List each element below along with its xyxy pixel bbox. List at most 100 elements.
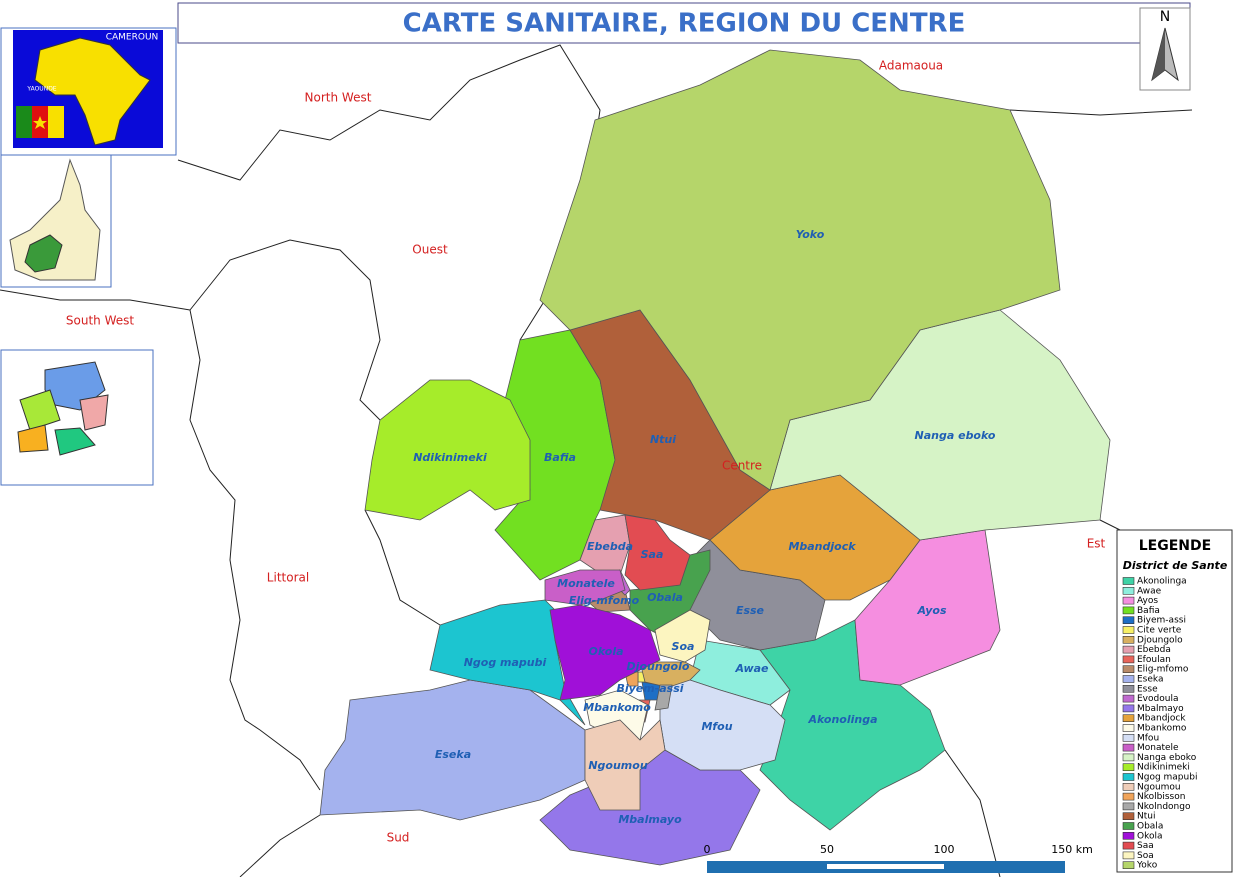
flag-green	[16, 106, 32, 138]
district-label: Okola	[588, 645, 623, 658]
district-label: Soa	[672, 640, 695, 653]
district	[654, 609, 711, 663]
district-label: Yoko	[796, 228, 825, 241]
inset3-sw	[17, 424, 49, 453]
district-label: Ngoumou	[588, 759, 647, 772]
legend-swatch	[1122, 802, 1135, 811]
legend-label: Bafia	[1137, 606, 1160, 616]
legend-swatch	[1122, 743, 1135, 752]
district-label: Djoungolo	[627, 660, 690, 673]
legend-swatch	[1122, 782, 1135, 791]
legend-label: Soa	[1137, 851, 1154, 861]
district	[364, 379, 531, 521]
legend-swatch	[1122, 675, 1135, 683]
region-label: Centre	[722, 459, 762, 473]
inset-capital: YAOUNDE	[26, 86, 56, 93]
legend-label: Efoulan	[1137, 655, 1171, 665]
legend-swatch	[1122, 753, 1135, 762]
scale-label: 0	[704, 843, 711, 856]
district-label: Biyem-assi	[616, 682, 683, 695]
legend-label: Awae	[1137, 586, 1162, 596]
district-label: Monatele	[557, 577, 615, 590]
legend-swatch	[1122, 635, 1135, 644]
inset3-south	[54, 427, 96, 456]
north-label: N	[1160, 9, 1170, 25]
district-label: Bafia	[544, 451, 576, 464]
legend-swatch	[1122, 773, 1135, 781]
district-label: Ebebda	[587, 540, 633, 553]
legend-swatch	[1122, 626, 1135, 634]
inset-country: CAMEROUN	[106, 33, 159, 43]
scale-labels: 0 50 100 150 km	[704, 843, 1093, 856]
district-label: Akonolinga	[807, 713, 877, 726]
district-label: Mbankomo	[583, 701, 651, 714]
legend-label: Ngoumou	[1137, 782, 1181, 792]
legend-swatch	[1122, 861, 1135, 870]
legend-label: Obala	[1137, 822, 1163, 832]
legend-swatch	[1122, 733, 1135, 742]
legend-swatch	[1122, 704, 1135, 713]
legend-label: Okola	[1137, 831, 1163, 841]
title-box	[177, 2, 1191, 44]
legend-label: Elig-mfomo	[1137, 665, 1189, 675]
district	[429, 599, 586, 726]
region-label: Ouest	[412, 243, 448, 257]
district-label: Ayos	[917, 604, 947, 617]
region-label: Est	[1087, 537, 1106, 551]
legend-label: Djoungolo	[1137, 635, 1183, 645]
legend-swatch	[1122, 724, 1135, 732]
scale-label: 100	[934, 843, 955, 856]
district-label: Mbandjock	[788, 540, 856, 553]
legend-box	[1116, 529, 1233, 873]
legend-label: Mbalmayo	[1137, 704, 1184, 714]
legend-label: Eseka	[1137, 675, 1163, 685]
district-label: Awae	[734, 662, 769, 675]
legend-swatch	[1122, 851, 1135, 860]
legend-swatch	[1122, 714, 1135, 723]
legend-label: Esse	[1137, 684, 1158, 694]
region-label: South West	[66, 314, 134, 328]
legend-label: Ntui	[1137, 812, 1155, 822]
district-label: Saa	[641, 548, 664, 561]
legend-swatch	[1122, 577, 1135, 585]
legend-swatch	[1122, 792, 1135, 801]
district-label: Nanga eboko	[915, 429, 996, 442]
scale-label: 150 km	[1051, 843, 1093, 856]
inset3-east	[79, 394, 109, 431]
legend-swatch	[1122, 841, 1135, 850]
inset3-west	[19, 389, 61, 431]
legend-label: Ayos	[1137, 596, 1158, 606]
legend-swatch	[1122, 694, 1135, 703]
legend-label: Yoko	[1136, 861, 1158, 871]
legend-label: Ebebda	[1137, 645, 1171, 655]
legend-title: LEGENDE	[1139, 538, 1211, 554]
flag-star	[33, 116, 47, 129]
district	[544, 569, 626, 606]
legend-label: Mfou	[1137, 733, 1159, 743]
centre-highlight	[24, 234, 63, 273]
legend-swatch	[1122, 831, 1135, 840]
legend-label: Nkolbisson	[1137, 792, 1185, 802]
region-label: Sud	[387, 831, 410, 845]
legend-swatch	[1122, 606, 1135, 615]
north-arrow-shade	[1152, 28, 1165, 80]
region-label: Adamaoua	[879, 59, 943, 73]
legend-swatch	[1122, 655, 1135, 664]
legend-label: Cite verte	[1137, 626, 1182, 636]
region-label: North West	[305, 91, 372, 105]
district-label: Mfou	[701, 720, 732, 733]
legend-label: Ngog mapubi	[1137, 773, 1197, 783]
legend-swatch	[1122, 684, 1135, 693]
district-label: Ngog mapubi	[464, 656, 547, 669]
legend-label: Akonolinga	[1137, 577, 1187, 587]
scale-bar-gap	[827, 864, 944, 869]
scale-label: 50	[820, 843, 834, 856]
district	[539, 49, 1061, 491]
flag-yellow	[48, 106, 64, 138]
district-label: Obala	[647, 591, 683, 604]
legend-swatch	[1122, 812, 1135, 821]
legend-swatch	[1122, 586, 1135, 595]
legend-label: Mbankomo	[1137, 724, 1187, 734]
legend-label: Mbandjock	[1137, 714, 1186, 724]
